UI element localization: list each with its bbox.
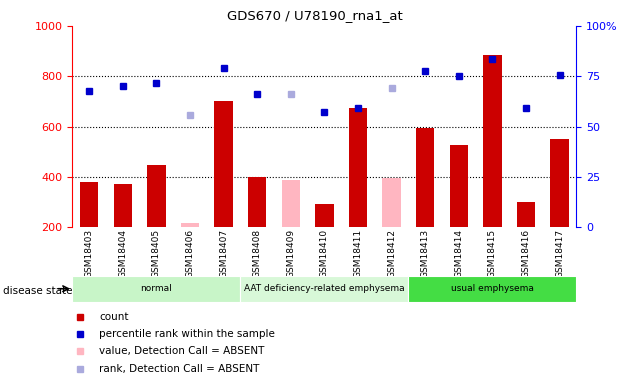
Bar — [483, 55, 501, 227]
Text: GDS670 / U78190_rna1_at: GDS670 / U78190_rna1_at — [227, 9, 403, 22]
Text: GSM18416: GSM18416 — [522, 229, 530, 278]
Text: count: count — [99, 312, 129, 322]
Text: GSM18417: GSM18417 — [555, 229, 564, 278]
Bar — [282, 180, 300, 227]
Text: AAT deficiency-related emphysema: AAT deficiency-related emphysema — [244, 284, 404, 293]
Text: GSM18405: GSM18405 — [152, 229, 161, 278]
Bar — [113, 184, 132, 227]
Bar — [315, 204, 334, 227]
Bar — [72, 276, 241, 302]
Text: GSM18403: GSM18403 — [85, 229, 94, 278]
Text: GSM18409: GSM18409 — [287, 229, 295, 278]
Bar — [416, 128, 435, 227]
Text: usual emphysema: usual emphysema — [451, 284, 534, 293]
Text: GSM18412: GSM18412 — [387, 229, 396, 278]
Bar — [517, 202, 536, 227]
Bar — [349, 108, 367, 227]
Text: GSM18407: GSM18407 — [219, 229, 228, 278]
Text: normal: normal — [140, 284, 173, 293]
Bar — [241, 276, 408, 302]
Text: GSM18408: GSM18408 — [253, 229, 261, 278]
Text: GSM18413: GSM18413 — [421, 229, 430, 278]
Bar — [214, 102, 233, 227]
Bar — [408, 276, 576, 302]
Bar — [147, 165, 166, 227]
Bar — [551, 139, 569, 227]
Bar — [450, 146, 468, 227]
Text: disease state: disease state — [3, 286, 72, 296]
Text: GSM18414: GSM18414 — [454, 229, 463, 278]
Text: value, Detection Call = ABSENT: value, Detection Call = ABSENT — [99, 346, 265, 357]
Text: percentile rank within the sample: percentile rank within the sample — [99, 328, 275, 339]
Text: rank, Detection Call = ABSENT: rank, Detection Call = ABSENT — [99, 364, 260, 374]
Text: GSM18415: GSM18415 — [488, 229, 497, 278]
Bar — [181, 223, 199, 227]
Bar — [382, 178, 401, 227]
Text: GSM18411: GSM18411 — [353, 229, 362, 278]
Text: GSM18404: GSM18404 — [118, 229, 127, 278]
Bar — [248, 177, 266, 227]
Bar — [80, 182, 98, 227]
Text: GSM18406: GSM18406 — [186, 229, 195, 278]
Text: GSM18410: GSM18410 — [320, 229, 329, 278]
